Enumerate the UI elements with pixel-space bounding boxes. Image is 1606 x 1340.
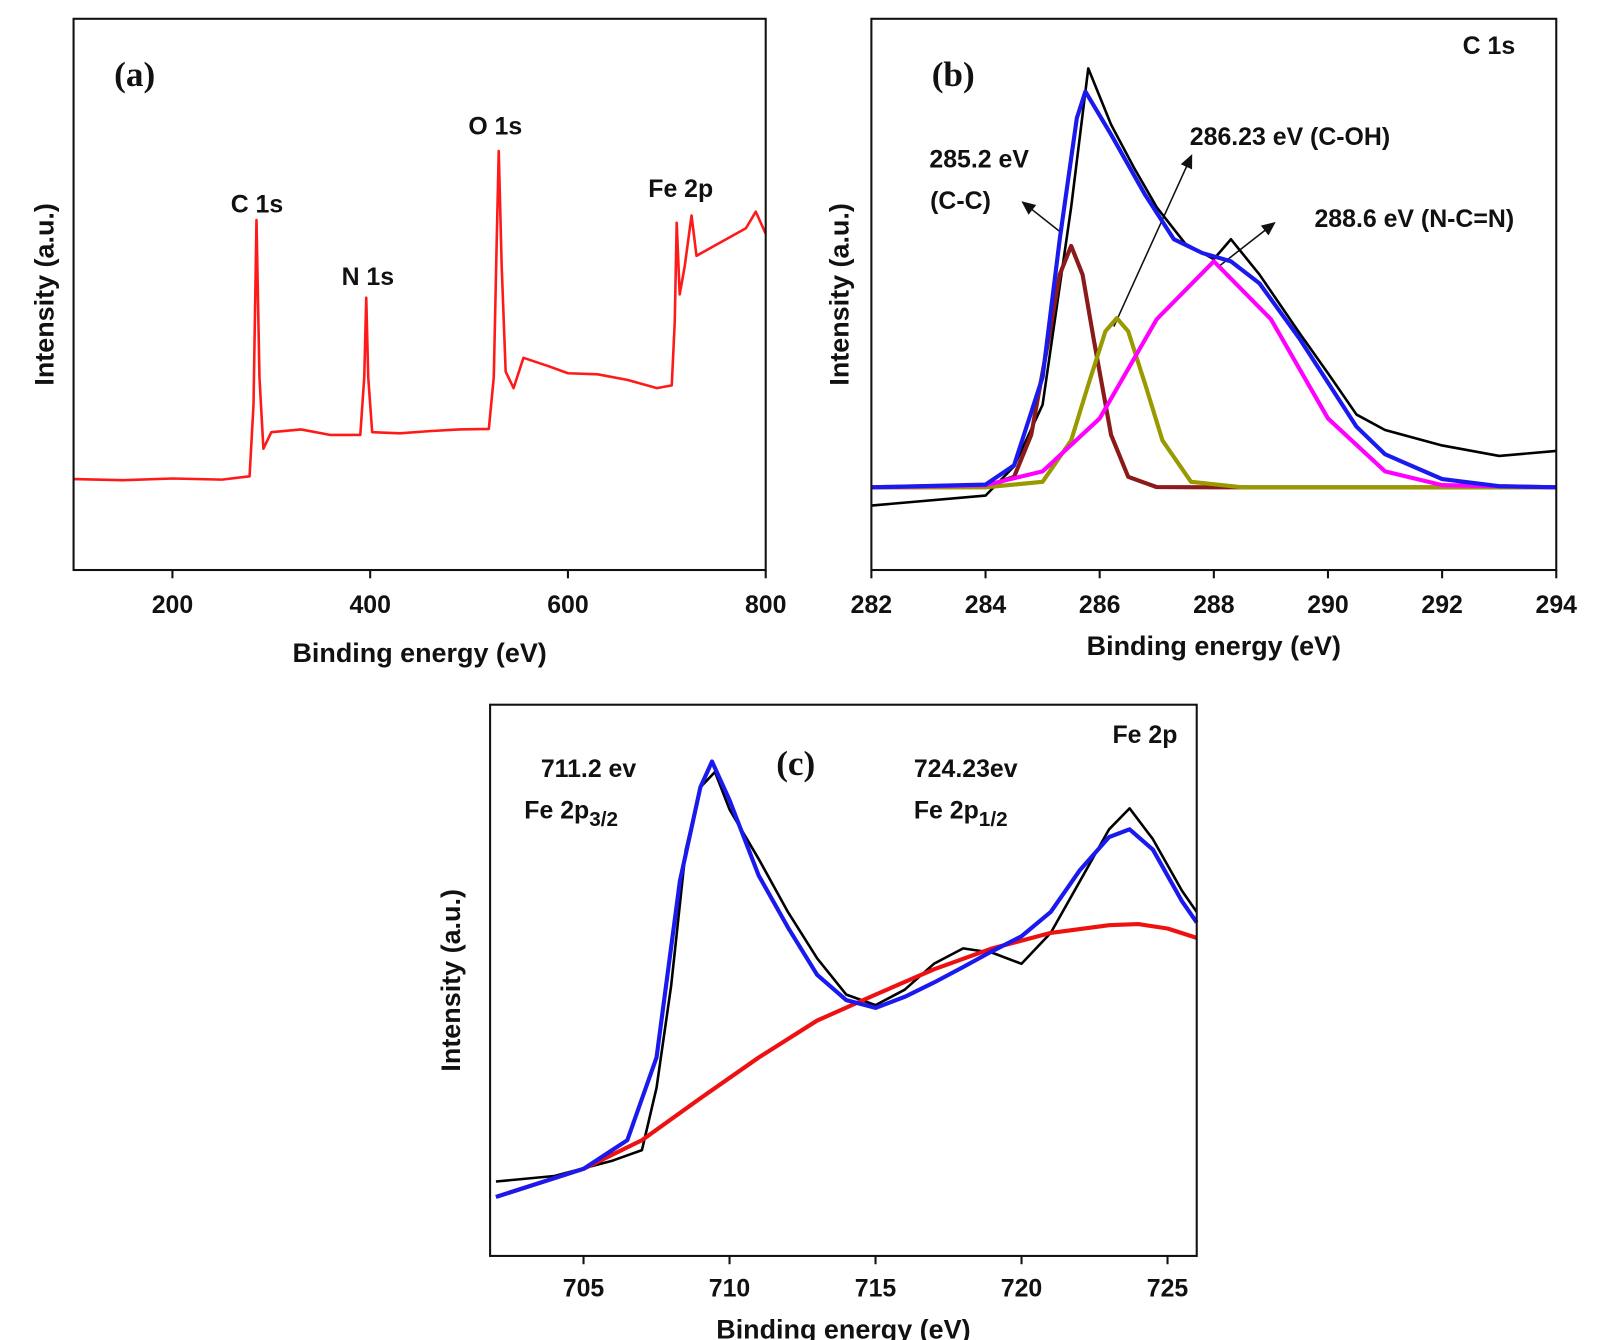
series-line: [871, 243, 1557, 490]
x-tick-label: 292: [1421, 591, 1462, 619]
y-axis-label: Intensity (a.u.): [30, 203, 60, 386]
x-tick-label: 710: [709, 1275, 750, 1303]
annotation-text: O 1s: [468, 112, 522, 140]
x-axis-label: Binding energy (eV): [1087, 631, 1341, 661]
annotation: (C-C): [930, 187, 991, 215]
annotation-text: 724.23ev: [914, 755, 1018, 783]
x-axis-label: Binding energy (eV): [716, 1315, 970, 1340]
annotation: Fe 2p3/2: [524, 796, 618, 831]
series-line: [495, 770, 1198, 1183]
series-line: [871, 259, 1557, 490]
annotation-subscript: 3/2: [589, 808, 618, 831]
annotation: Fe 2p: [648, 174, 713, 202]
annotation-text: 285.2 eV: [929, 145, 1029, 173]
series-line: [495, 922, 1198, 1199]
panel-label: (a): [114, 55, 155, 94]
x-tick-label: 800: [745, 591, 786, 619]
series-line: [73, 149, 767, 482]
annotation: 711.2 ev: [541, 755, 637, 783]
y-axis-label: Intensity (a.u.): [824, 203, 854, 386]
annotation: 285.2 eV: [929, 145, 1029, 173]
x-tick-label: 600: [547, 591, 588, 619]
x-tick-label: 200: [152, 591, 193, 619]
x-tick-label: 294: [1536, 591, 1578, 619]
annotation-text: C 1s: [231, 190, 284, 218]
annotation-text: 286.23 eV (C-OH): [1190, 123, 1390, 151]
x-tick-label: 705: [563, 1275, 605, 1303]
annotation: O 1s: [468, 112, 522, 140]
x-tick-label: 288: [1193, 591, 1235, 619]
series-line: [871, 316, 1557, 490]
annotation-text: C 1s: [1463, 31, 1516, 59]
x-tick-label: 286: [1079, 591, 1120, 619]
annotation: C 1s: [231, 190, 284, 218]
annotation: Fe 2p1/2: [914, 796, 1008, 831]
arrow: [1021, 201, 1063, 234]
annotation-text: Fe 2p: [914, 796, 979, 824]
x-tick-label: 715: [855, 1275, 897, 1303]
y-axis-label: Intensity (a.u.): [436, 889, 466, 1071]
annotation-text: (C-C): [930, 187, 991, 215]
series-line: [871, 89, 1557, 490]
x-tick-label: 720: [1001, 1275, 1042, 1303]
annotation: 286.23 eV (C-OH): [1190, 123, 1390, 151]
series-line: [495, 759, 1199, 1199]
x-tick-label: 284: [965, 591, 1007, 619]
x-tick-label: 290: [1307, 591, 1348, 619]
annotation-text: N 1s: [342, 262, 395, 290]
plot-frame: [489, 703, 1198, 1257]
x-axis-label: Binding energy (eV): [292, 638, 546, 668]
annotation-text: Fe 2p: [648, 174, 713, 202]
annotation: C 1s: [1463, 31, 1516, 59]
annotation-text: Fe 2p: [524, 796, 589, 824]
arrow: [1113, 154, 1193, 327]
annotation: Fe 2p: [1112, 720, 1177, 748]
annotation: 724.23ev: [914, 755, 1018, 783]
panel-label: (b): [932, 55, 975, 94]
annotation: N 1s: [342, 262, 395, 290]
x-tick-label: 282: [851, 591, 892, 619]
annotation-text: Fe 2p: [1112, 720, 1177, 748]
annotation-text: 288.6 eV (N-C=N): [1314, 204, 1514, 232]
x-tick-label: 725: [1147, 1275, 1189, 1303]
annotation: 288.6 eV (N-C=N): [1314, 204, 1514, 232]
plot-frame: [72, 17, 767, 572]
panel-label: (c): [776, 744, 815, 783]
x-tick-label: 400: [349, 591, 390, 619]
annotation-text: 711.2 ev: [541, 755, 637, 783]
annotation-subscript: 1/2: [979, 808, 1008, 831]
